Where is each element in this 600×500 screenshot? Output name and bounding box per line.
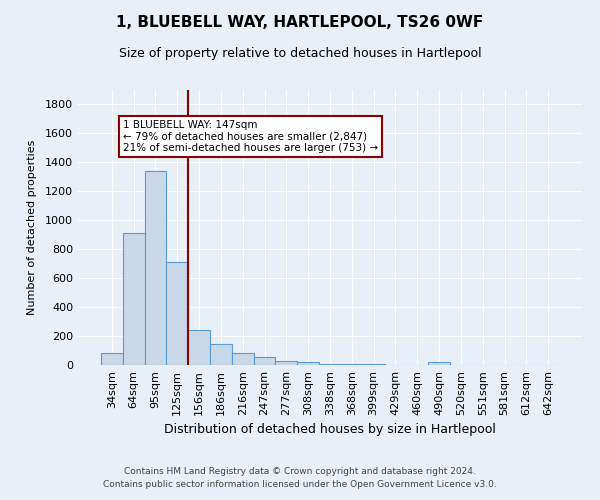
Text: Contains HM Land Registry data © Crown copyright and database right 2024.: Contains HM Land Registry data © Crown c… bbox=[124, 467, 476, 476]
Bar bbox=[166, 262, 188, 365]
Bar bbox=[275, 360, 297, 365]
Bar bbox=[101, 354, 123, 365]
Bar bbox=[341, 364, 363, 365]
Bar bbox=[297, 362, 319, 365]
Bar bbox=[428, 362, 450, 365]
Text: 1, BLUEBELL WAY, HARTLEPOOL, TS26 0WF: 1, BLUEBELL WAY, HARTLEPOOL, TS26 0WF bbox=[116, 15, 484, 30]
Bar bbox=[254, 357, 275, 365]
Y-axis label: Number of detached properties: Number of detached properties bbox=[26, 140, 37, 315]
Text: Size of property relative to detached houses in Hartlepool: Size of property relative to detached ho… bbox=[119, 48, 481, 60]
Bar bbox=[319, 364, 341, 365]
X-axis label: Distribution of detached houses by size in Hartlepool: Distribution of detached houses by size … bbox=[164, 424, 496, 436]
Text: Contains public sector information licensed under the Open Government Licence v3: Contains public sector information licen… bbox=[103, 480, 497, 489]
Bar bbox=[363, 364, 385, 365]
Bar bbox=[232, 354, 254, 365]
Text: 1 BLUEBELL WAY: 147sqm
← 79% of detached houses are smaller (2,847)
21% of semi-: 1 BLUEBELL WAY: 147sqm ← 79% of detached… bbox=[123, 120, 378, 153]
Bar bbox=[123, 234, 145, 365]
Bar bbox=[210, 344, 232, 365]
Bar bbox=[145, 171, 166, 365]
Bar bbox=[188, 330, 210, 365]
